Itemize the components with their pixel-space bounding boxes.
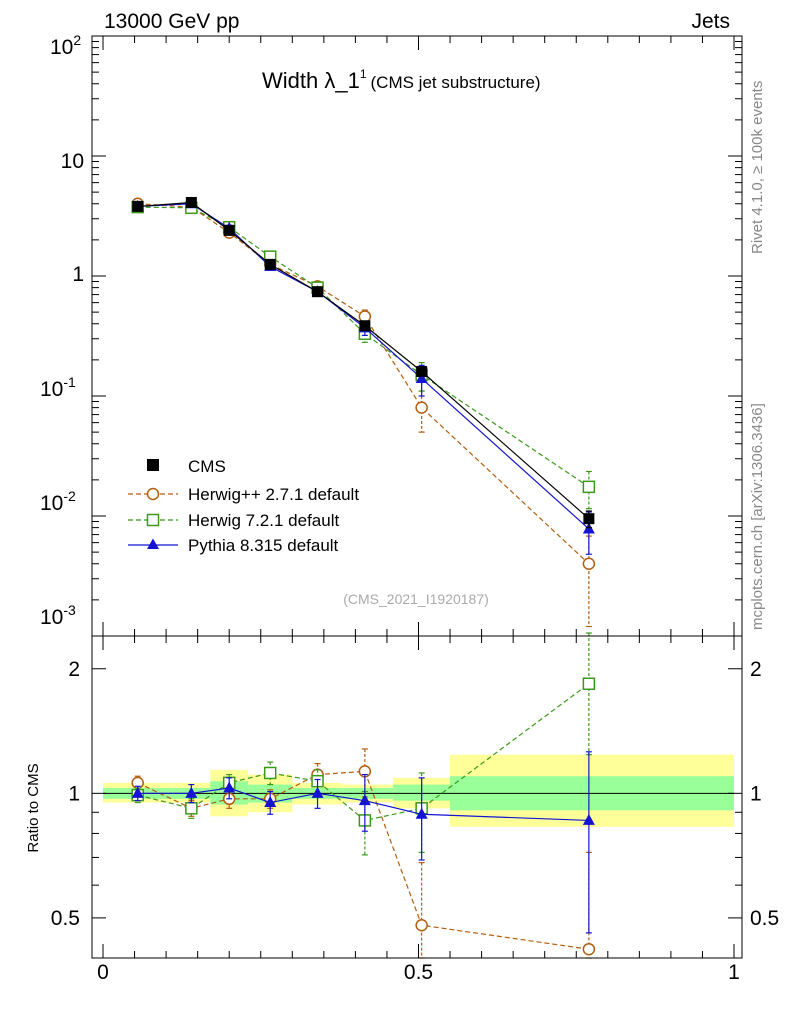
ytick-label-1e-2: 10-2: [40, 488, 76, 515]
data-point-ratio-pythia: [131, 786, 144, 798]
ratio-ytick-label-left: 1: [68, 782, 80, 805]
data-point-ratio-herwig7: [185, 802, 198, 815]
data-point-ratio-herwigpp: [582, 942, 596, 956]
process-label: Jets: [691, 10, 730, 33]
data-point-ratio-pythia: [582, 813, 595, 825]
data-point-main-data: [185, 196, 197, 208]
data-point-main-data: [132, 200, 144, 212]
ratio-ytick-label-left: 2: [68, 658, 80, 681]
legend-label-herwig7: Herwig 7.2.1 default: [188, 511, 339, 530]
series-ratio-pythia: [131, 751, 595, 934]
xtick-label: 1: [728, 961, 740, 984]
plot-title-main: Width λ_1: [262, 68, 360, 93]
ratio-series: [131, 632, 596, 959]
ratio-ytick-label-right: 1: [750, 782, 762, 805]
legend-marker-herwigpp: [146, 487, 160, 501]
data-point-ratio-pythia: [358, 794, 371, 806]
analysis-label: (CMS_2021_I1920187): [343, 591, 489, 607]
data-point-main-herwigpp: [582, 557, 596, 571]
tick-labels: 2 2 1 1 0.5 0.5 0 0.5 1: [51, 658, 779, 984]
main-series: [131, 196, 596, 628]
ytick-label-1e-3: 10-3: [40, 602, 76, 629]
ytick-label-1e2: 102: [50, 32, 81, 59]
main-ytick-labels: 10 1 102 10-1 10-2 10-3: [40, 32, 84, 629]
data-point-main-data: [359, 320, 371, 332]
ytick-label-1e-1: 10-1: [40, 374, 76, 401]
data-point-ratio-herwigpp: [415, 918, 428, 932]
axis-ticks: [92, 35, 742, 959]
data-point-main-data: [223, 224, 235, 236]
legend: CMS Herwig++ 2.7.1 default Herwig 7.2.1 …: [128, 457, 359, 555]
data-point-main-data: [264, 258, 276, 270]
data-point-ratio-herwig7: [263, 766, 277, 780]
data-point-ratio-pythia: [311, 786, 324, 798]
series-line-main-pythia: [137, 203, 590, 530]
series-line-ratio-herwig7: [137, 683, 590, 822]
series-main-data: [132, 196, 595, 529]
data-point-main-pythia: [415, 371, 428, 383]
data-point-ratio-pythia: [223, 781, 236, 793]
series-line-main-herwigpp: [137, 203, 590, 565]
plot-title-sub: (CMS jet substructure): [371, 73, 541, 92]
data-point-ratio-herwig7: [582, 677, 596, 690]
legend-label-cms: CMS: [188, 457, 226, 476]
data-point-main-data: [312, 286, 324, 298]
ratio-frame: [91, 635, 743, 959]
ratio-ylabel: Ratio to CMS: [25, 763, 42, 852]
data-point-main-herwigpp: [415, 401, 428, 414]
ytick-label-10: 10: [61, 150, 84, 173]
data-point-main-herwig7: [582, 480, 596, 494]
legend-marker-cms: [147, 459, 159, 471]
plot-title: Width λ_11 (CMS jet substructure): [262, 67, 541, 93]
legend-label-herwigpp: Herwig++ 2.7.1 default: [188, 485, 359, 504]
ratio-ytick-label-right: 0.5: [750, 907, 779, 930]
energy-label: 13000 GeV pp: [104, 10, 239, 33]
legend-marker-pythia: [147, 538, 159, 549]
series-line-ratio-pythia: [137, 787, 589, 822]
data-point-main-data: [416, 366, 428, 378]
legend-marker-herwig7: [146, 513, 160, 527]
data-point-ratio-pythia: [415, 807, 428, 819]
series-main-herwigpp: [131, 197, 596, 628]
series-line-main-herwig7: [137, 206, 590, 488]
xtick-label: 0: [97, 961, 109, 984]
mcplots-label: mcplots.cern.ch [arXiv:1306.3436]: [749, 403, 766, 630]
data-point-ratio-pythia: [185, 786, 198, 798]
plot-title-sup: 1: [360, 67, 367, 81]
series-line-ratio-herwigpp: [137, 770, 589, 950]
xtick-label: 0.5: [404, 961, 433, 984]
ratio-ytick-label-left: 0.5: [51, 907, 80, 930]
ratio-ytick-label-right: 2: [750, 658, 762, 681]
ytick-label-1: 1: [72, 263, 84, 286]
data-point-main-data: [583, 513, 595, 525]
series-line-main-data: [137, 201, 590, 520]
legend-label-pythia: Pythia 8.315 default: [188, 536, 339, 555]
data-point-ratio-pythia: [264, 796, 277, 808]
rivet-label: Rivet 4.1.0, ≥ 100k events: [749, 81, 766, 254]
